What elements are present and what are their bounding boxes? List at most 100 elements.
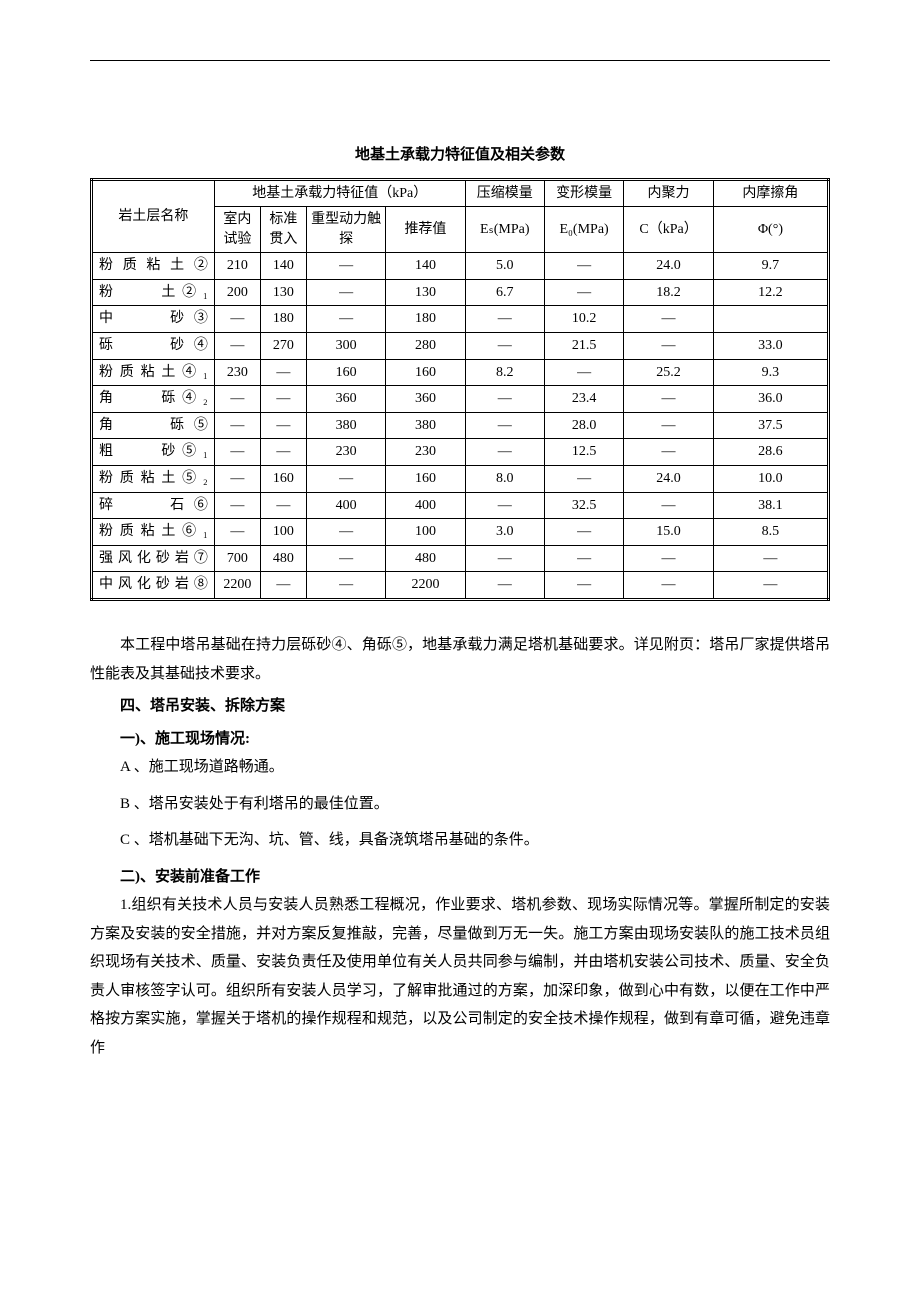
cell-value: — xyxy=(306,306,385,333)
cell-value: — xyxy=(465,572,544,600)
cell-soil-name: 粉质粘土⑤₂ xyxy=(92,466,215,493)
cell-value: 3.0 xyxy=(465,519,544,546)
cell-value: 300 xyxy=(306,333,385,360)
cell-value: 9.7 xyxy=(713,253,828,280)
cell-soil-name: 粉质粘土⑥₁ xyxy=(92,519,215,546)
cell-value: 2200 xyxy=(386,572,465,600)
cell-value: 230 xyxy=(306,439,385,466)
header-friction-angle: 内摩擦角 xyxy=(713,179,828,207)
cell-value: 200 xyxy=(214,279,260,306)
cell-value: — xyxy=(544,466,623,493)
cell-value: 33.0 xyxy=(713,333,828,360)
cell-value: — xyxy=(214,306,260,333)
cell-value: 180 xyxy=(260,306,306,333)
table-row: 砾 砂④—270300280—21.5—33.0 xyxy=(92,333,829,360)
cell-value: 10.2 xyxy=(544,306,623,333)
table-title: 地基土承载力特征值及相关参数 xyxy=(90,141,830,170)
cell-value: — xyxy=(306,253,385,280)
cell-value: 100 xyxy=(386,519,465,546)
cell-value: 160 xyxy=(260,466,306,493)
cell-value: 480 xyxy=(386,545,465,572)
cell-soil-name: 角 砾⑤ xyxy=(92,412,215,439)
cell-value: — xyxy=(260,386,306,413)
header-indoor-test: 室内试验 xyxy=(214,207,260,253)
cell-value: — xyxy=(214,466,260,493)
table-row: 角 砾⑤——380380—28.0—37.5 xyxy=(92,412,829,439)
cell-value: — xyxy=(465,545,544,572)
cell-value: 36.0 xyxy=(713,386,828,413)
cell-soil-name: 粉 土②₁ xyxy=(92,279,215,306)
cell-value: — xyxy=(544,545,623,572)
cell-value: — xyxy=(624,306,714,333)
cell-soil-name: 强风化砂岩⑦ xyxy=(92,545,215,572)
header-recommended: 推荐值 xyxy=(386,207,465,253)
cell-value: 24.0 xyxy=(624,466,714,493)
header-phi: Φ(°) xyxy=(713,207,828,253)
cell-value: — xyxy=(713,545,828,572)
header-heavy-dynamic: 重型动力触探 xyxy=(306,207,385,253)
header-compression: 压缩模量 xyxy=(465,179,544,207)
heading-section-4: 四、塔吊安装、拆除方案 xyxy=(90,692,830,721)
cell-soil-name: 角 砾④₂ xyxy=(92,386,215,413)
cell-value: 2200 xyxy=(214,572,260,600)
cell-value: — xyxy=(306,519,385,546)
header-es: Eₛ(MPa) xyxy=(465,207,544,253)
cell-value: 140 xyxy=(260,253,306,280)
heading-subsection-1: 一)、施工现场情况: xyxy=(90,725,830,754)
cell-value: 28.0 xyxy=(544,412,623,439)
cell-value: 37.5 xyxy=(713,412,828,439)
cell-value: 380 xyxy=(306,412,385,439)
cell-value: 400 xyxy=(386,492,465,519)
page-divider xyxy=(90,60,830,61)
cell-value: 380 xyxy=(386,412,465,439)
cell-value: 12.2 xyxy=(713,279,828,306)
cell-value: — xyxy=(260,492,306,519)
soil-parameters-table: 岩土层名称 地基土承载力特征值（kPa） 压缩模量 变形模量 内聚力 内摩擦角 … xyxy=(90,178,830,602)
cell-value: — xyxy=(544,572,623,600)
cell-value: 360 xyxy=(386,386,465,413)
cell-value: 8.2 xyxy=(465,359,544,386)
table-row: 粉质粘土②210140—1405.0—24.09.7 xyxy=(92,253,829,280)
cell-value: — xyxy=(624,492,714,519)
cell-soil-name: 粉质粘土② xyxy=(92,253,215,280)
table-row: 粉质粘土⑥₁—100—1003.0—15.08.5 xyxy=(92,519,829,546)
cell-value: — xyxy=(465,439,544,466)
header-deformation: 变形模量 xyxy=(544,179,623,207)
cell-value: 280 xyxy=(386,333,465,360)
cell-value: 230 xyxy=(386,439,465,466)
heading-subsection-2: 二)、安装前准备工作 xyxy=(90,863,830,892)
cell-value: — xyxy=(465,412,544,439)
cell-value: 9.3 xyxy=(713,359,828,386)
cell-value: — xyxy=(306,545,385,572)
cell-value: 6.7 xyxy=(465,279,544,306)
cell-value: — xyxy=(544,359,623,386)
cell-value: — xyxy=(465,386,544,413)
cell-value: 8.5 xyxy=(713,519,828,546)
paragraph-1: 本工程中塔吊基础在持力层砾砂④、角砾⑤，地基承载力满足塔机基础要求。详见附页：塔… xyxy=(90,631,830,688)
cell-value: 12.5 xyxy=(544,439,623,466)
cell-value: 25.2 xyxy=(624,359,714,386)
cell-value: — xyxy=(465,333,544,360)
header-e0: E₀(MPa) xyxy=(544,207,623,253)
header-standard-penetration: 标准贯入 xyxy=(260,207,306,253)
list-item-c: C 、塔机基础下无沟、坑、管、线，具备浇筑塔吊基础的条件。 xyxy=(90,826,830,855)
cell-value: 24.0 xyxy=(624,253,714,280)
table-row: 粉质粘土⑤₂—160—1608.0—24.010.0 xyxy=(92,466,829,493)
list-item-b: B 、塔吊安装处于有利塔吊的最佳位置。 xyxy=(90,790,830,819)
table-row: 碎 石⑥——400400—32.5—38.1 xyxy=(92,492,829,519)
cell-value: 160 xyxy=(386,466,465,493)
header-cohesion: 内聚力 xyxy=(624,179,714,207)
table-row: 强风化砂岩⑦700480—480———— xyxy=(92,545,829,572)
cell-value: — xyxy=(544,519,623,546)
cell-value: — xyxy=(260,359,306,386)
cell-value: — xyxy=(624,572,714,600)
cell-value: — xyxy=(260,412,306,439)
header-bearing-capacity: 地基土承载力特征值（kPa） xyxy=(214,179,465,207)
cell-value: 270 xyxy=(260,333,306,360)
cell-value: — xyxy=(624,333,714,360)
cell-value: — xyxy=(544,279,623,306)
cell-value: 38.1 xyxy=(713,492,828,519)
paragraph-2: 1.组织有关技术人员与安装人员熟悉工程概况，作业要求、塔机参数、现场实际情况等。… xyxy=(90,891,830,1062)
table-row: 中风化砂岩⑧2200——2200———— xyxy=(92,572,829,600)
cell-value: — xyxy=(465,306,544,333)
